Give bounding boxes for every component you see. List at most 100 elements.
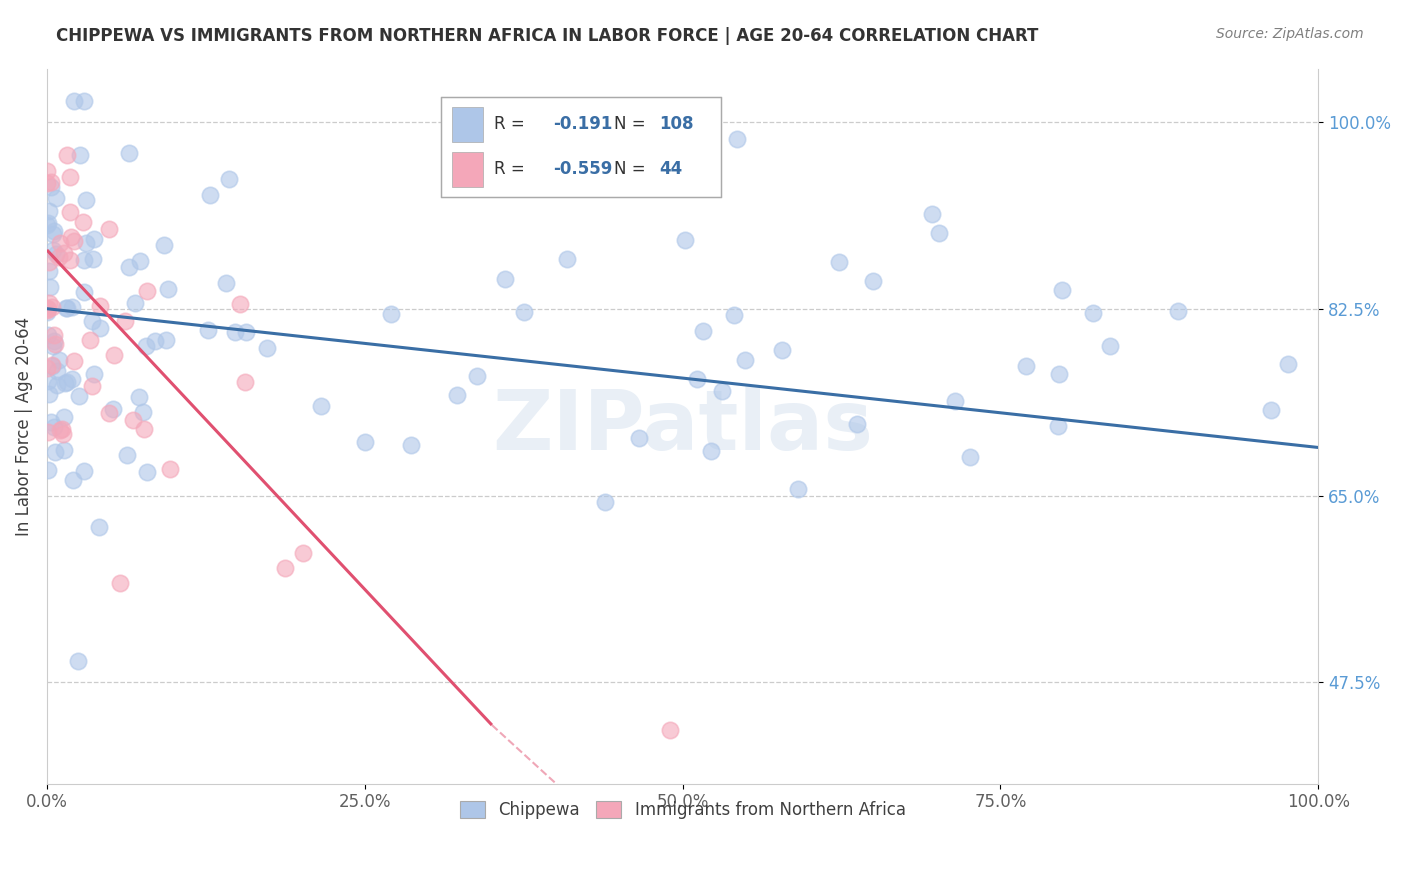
Point [37, 328, 59, 343]
Point [75, 193, 97, 207]
Point [1277, 357, 1299, 371]
Point [60, 230, 83, 244]
Point [235, 326, 257, 340]
Point [42, 224, 65, 238]
Point [42, 328, 65, 343]
Point [291, 546, 314, 560]
Point [136, 285, 159, 299]
Point [51, 426, 73, 441]
Point [673, 233, 696, 247]
Point [132, 422, 155, 436]
Point [273, 561, 295, 575]
Point [38, 386, 60, 401]
Point [513, 305, 536, 319]
Point [45, 191, 67, 205]
Point [124, 296, 146, 310]
Point [56, 301, 79, 315]
Point [828, 254, 851, 268]
Legend: Chippewa, Immigrants from Northern Africa: Chippewa, Immigrants from Northern Afric… [453, 794, 912, 825]
Point [63, 354, 86, 368]
Point [98, 406, 121, 420]
Point [80, 378, 103, 392]
Point [69, 148, 91, 162]
Point [256, 342, 278, 356]
Point [399, 438, 422, 452]
Point [1081, 306, 1104, 320]
Point [725, 132, 748, 146]
Point [45, 363, 67, 377]
Point [928, 226, 950, 240]
Point [48, 353, 70, 368]
Point [49, 423, 72, 437]
Point [62, 372, 84, 386]
Point [37, 374, 59, 388]
Point [229, 296, 252, 310]
Text: CHIPPEWA VS IMMIGRANTS FROM NORTHERN AFRICA IN LABOR FORCE | AGE 20-64 CORRELATI: CHIPPEWA VS IMMIGRANTS FROM NORTHERN AFR… [56, 27, 1039, 45]
Point [38, 255, 60, 269]
Point [1046, 418, 1069, 433]
Point [35, 305, 58, 319]
Point [75, 236, 97, 251]
Point [45, 378, 67, 392]
Point [198, 187, 221, 202]
Point [41, 359, 63, 373]
Point [35, 164, 58, 178]
Point [73, 464, 96, 478]
Point [862, 273, 884, 287]
Point [79, 333, 101, 347]
Point [465, 368, 488, 383]
Point [41, 227, 63, 242]
Point [658, 723, 681, 738]
Point [770, 343, 793, 358]
Point [132, 404, 155, 418]
Point [63, 94, 86, 108]
Point [38, 295, 60, 310]
Point [1047, 367, 1070, 381]
Point [73, 252, 96, 267]
Point [41, 179, 63, 194]
Point [37, 302, 59, 317]
Point [734, 353, 756, 368]
Point [45, 247, 67, 261]
Point [494, 272, 516, 286]
Point [121, 413, 143, 427]
Point [53, 410, 76, 425]
Point [48, 250, 70, 264]
Point [41, 339, 63, 353]
Point [700, 443, 723, 458]
Point [44, 420, 66, 434]
Point [42, 334, 65, 349]
Point [37, 218, 59, 232]
Point [128, 390, 150, 404]
Point [627, 431, 650, 445]
Point [56, 148, 79, 162]
Text: ZIPatlas: ZIPatlas [492, 385, 873, 467]
Point [959, 450, 981, 465]
Point [118, 145, 141, 160]
Point [218, 171, 240, 186]
Point [62, 473, 84, 487]
Point [446, 388, 468, 402]
Point [37, 463, 59, 477]
Point [62, 300, 84, 314]
Point [52, 442, 75, 457]
Point [686, 371, 709, 385]
Point [593, 495, 616, 509]
Point [197, 323, 219, 337]
Point [115, 448, 138, 462]
Point [159, 462, 181, 476]
Point [311, 399, 333, 413]
Point [55, 301, 77, 316]
Point [114, 314, 136, 328]
Point [41, 300, 63, 314]
Point [59, 205, 82, 219]
Point [39, 175, 62, 189]
Y-axis label: In Labor Force | Age 20-64: In Labor Force | Age 20-64 [15, 317, 32, 536]
Point [787, 482, 810, 496]
Point [37, 425, 59, 440]
Point [82, 314, 104, 328]
Point [73, 94, 96, 108]
Point [83, 367, 105, 381]
Point [67, 389, 90, 403]
Point [66, 654, 89, 668]
